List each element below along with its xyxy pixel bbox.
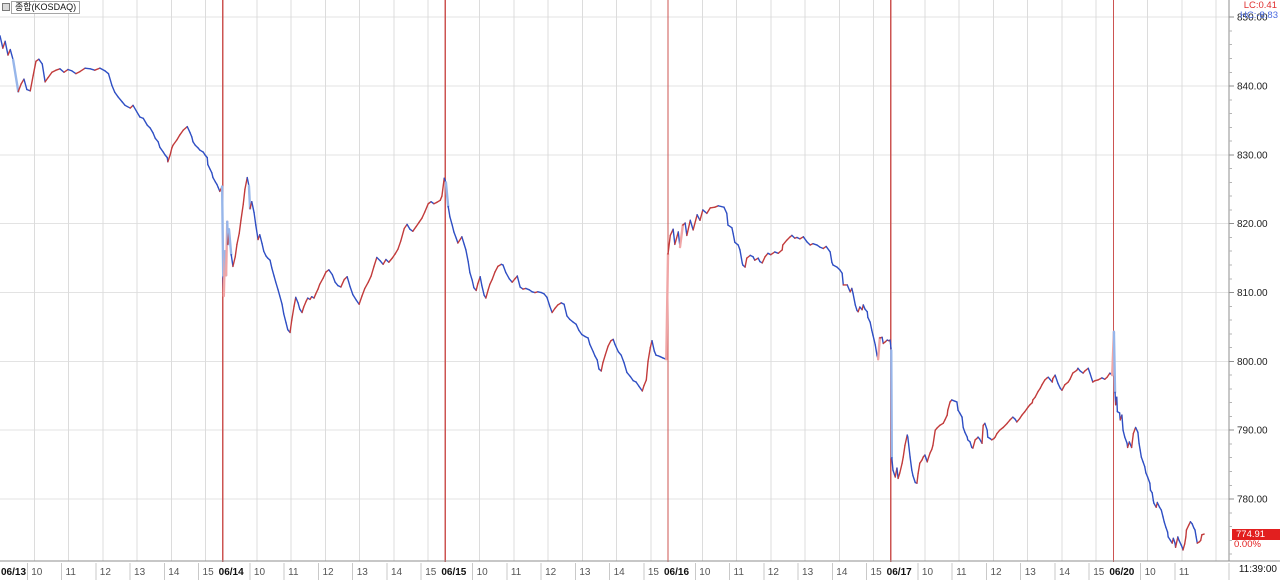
last-price-badge: 774.91: [1232, 528, 1280, 540]
svg-text:12: 12: [322, 567, 334, 578]
svg-text:14: 14: [168, 567, 180, 578]
svg-text:15: 15: [871, 567, 883, 578]
svg-text:13: 13: [357, 567, 369, 578]
svg-text:14: 14: [1059, 567, 1071, 578]
symbol-legend[interactable]: 종합(KOSDAQ): [11, 1, 81, 14]
svg-text:15: 15: [425, 567, 437, 578]
grid-layer: [0, 0, 1229, 561]
svg-text:13: 13: [802, 567, 814, 578]
axis-labels-layer: 850.00 840.00 830.00 820.00 810.00 800.00 790.…: [1, 13, 1268, 578]
svg-text:800.00: 800.00: [1237, 357, 1268, 368]
svg-text:15: 15: [1093, 567, 1105, 578]
svg-text:12: 12: [768, 567, 780, 578]
chart-type-icon: [2, 3, 10, 11]
svg-text:06/14: 06/14: [219, 567, 244, 578]
svg-text:06/13: 06/13: [1, 567, 26, 578]
svg-text:12: 12: [100, 567, 112, 578]
svg-text:15: 15: [648, 567, 660, 578]
svg-text:11: 11: [288, 567, 299, 578]
high-change-label: HC:-8.83: [1239, 10, 1278, 21]
svg-text:11: 11: [734, 567, 745, 578]
svg-text:820.00: 820.00: [1237, 219, 1268, 230]
svg-text:06/20: 06/20: [1109, 567, 1134, 578]
current-time-label: 11:39:00: [1238, 564, 1277, 575]
svg-text:10: 10: [699, 567, 711, 578]
change-percent-label: 0.00%: [1234, 539, 1261, 551]
svg-text:11: 11: [1179, 567, 1190, 578]
svg-text:14: 14: [391, 567, 403, 578]
svg-text:14: 14: [614, 567, 626, 578]
svg-text:11: 11: [956, 567, 967, 578]
svg-text:10: 10: [1145, 567, 1157, 578]
price-line-series: [0, 35, 1205, 551]
svg-text:10: 10: [254, 567, 266, 578]
svg-text:14: 14: [836, 567, 848, 578]
svg-text:790.00: 790.00: [1237, 426, 1268, 437]
svg-text:06/15: 06/15: [441, 567, 466, 578]
day-separator-lines: [222, 0, 1114, 562]
svg-text:06/17: 06/17: [887, 567, 912, 578]
svg-text:13: 13: [579, 567, 591, 578]
svg-text:810.00: 810.00: [1237, 288, 1268, 299]
svg-text:06/16: 06/16: [664, 567, 689, 578]
svg-text:10: 10: [31, 567, 43, 578]
svg-text:840.00: 840.00: [1237, 82, 1268, 93]
low-change-label: LC:0.41: [1243, 0, 1277, 11]
svg-text:11: 11: [66, 567, 77, 578]
svg-text:850.00: 850.00: [1237, 13, 1268, 24]
svg-text:12: 12: [545, 567, 557, 578]
svg-text:11: 11: [511, 567, 522, 578]
svg-text:10: 10: [477, 567, 489, 578]
svg-text:15: 15: [203, 567, 215, 578]
svg-text:780.00: 780.00: [1237, 495, 1268, 506]
svg-text:12: 12: [990, 567, 1002, 578]
svg-text:10: 10: [922, 567, 934, 578]
svg-text:830.00: 830.00: [1237, 150, 1268, 161]
svg-text:13: 13: [1025, 567, 1037, 578]
svg-text:13: 13: [134, 567, 146, 578]
